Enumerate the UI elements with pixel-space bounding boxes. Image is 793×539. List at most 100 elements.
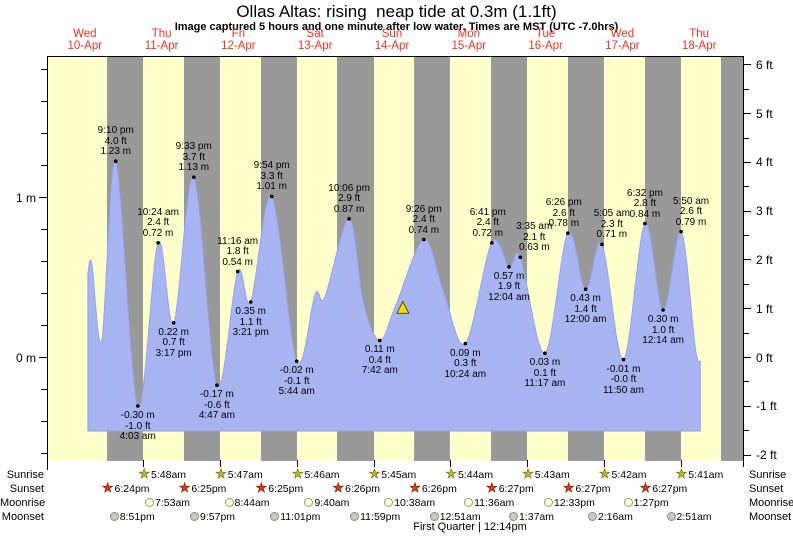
day-of-week: Sat (306, 28, 324, 40)
annotation-line: 1.1 ft (239, 316, 262, 328)
axis-tick (220, 460, 222, 467)
tide-point-dot (463, 341, 468, 346)
sunset-icon: ★ (332, 480, 345, 495)
astro-event-time: 9:57pm (200, 510, 236, 523)
moonset-event: 2:51am (666, 510, 712, 523)
day-label: Sun 14-Apr (375, 28, 410, 52)
moonset-event: 1:37am (508, 510, 554, 523)
annotation-line: 0.4 ft (368, 354, 391, 366)
astro-event-time: 5:45am (381, 468, 417, 481)
moonrise-event: 9:40am (304, 496, 349, 509)
tide-point-dot (378, 338, 382, 343)
annotation-line: 0.11 m (364, 344, 395, 356)
sunrise-event: ★ 5:46am (292, 467, 340, 481)
annotation-line: 0.03 m (529, 357, 561, 369)
annotation-line: -0.0 ft (610, 374, 637, 386)
tide-point-dot (566, 231, 570, 235)
ft-axis-label: 0 ft (756, 350, 773, 365)
day-label: Sat 13-Apr (298, 28, 333, 52)
ft-axis-label: 2 ft (756, 252, 773, 267)
day-date: 10-Apr (67, 40, 103, 52)
tide-point-dot (294, 359, 299, 364)
astro-row-label-left: Moonset (1, 511, 44, 523)
tide-low-annotation: 0.35 m 1.1 ft 3:21 pm (233, 306, 269, 339)
astro-event-time: 5:47am (227, 468, 263, 481)
ft-axis-label: -2 ft (756, 448, 777, 463)
ft-axis-label: 3 ft (756, 204, 773, 219)
annotation-line: 0.79 m (675, 216, 707, 228)
axis-tick (744, 430, 749, 432)
tide-low-annotation: 0.03 m 0.1 ft 11:17 am (524, 358, 565, 390)
annotation-line: -0.1 ft (283, 375, 310, 387)
axis-tick (744, 357, 751, 358)
axis-tick (450, 460, 452, 467)
annotation-line: 0.84 m (629, 208, 661, 220)
moonrise-icon (464, 498, 474, 507)
sunrise-event: ★ 5:41am (675, 466, 724, 481)
astro-event-time: 6:26pm (345, 482, 381, 495)
annotation-line: 0.09 m (449, 347, 481, 359)
sunset-icon: ★ (409, 480, 421, 495)
tide-point-dot (171, 321, 176, 325)
annotation-line: 3.3 ft (260, 170, 283, 182)
astro-event-time: 6:25pm (268, 482, 304, 495)
axis-tick (41, 229, 48, 230)
moonset-event: 11:01pm (270, 510, 320, 523)
annotation-line: 6:26 pm (545, 197, 582, 209)
astro-event-time: 12:51am (439, 510, 481, 523)
astro-event-time: 1:37am (518, 510, 554, 523)
astro-event-time: 1:27pm (633, 496, 669, 509)
tide-point-dot (600, 242, 604, 247)
annotation-line: 10:06 pm (328, 182, 370, 194)
day-of-week: Wed (73, 28, 97, 40)
tide-high-annotation: 5:05 am 2.3 ft 0.71 m (594, 209, 630, 241)
day-date: 16-Apr (528, 40, 563, 52)
sunset-event: ★ 6:27pm (563, 481, 611, 495)
astro-event-time: 6:24pm (114, 482, 150, 495)
axis-tick (41, 421, 48, 422)
moonrise-event: 1:27pm (623, 496, 669, 509)
axis-tick (680, 460, 682, 467)
annotation-line: 1.9 ft (497, 281, 521, 293)
axis-tick (41, 101, 48, 102)
sunset-event: ★ 6:26pm (409, 480, 457, 495)
astro-event-time: 5:41am (688, 468, 724, 481)
annotation-line: -0.01 m (606, 363, 641, 375)
annotation-line: 0.63 m (518, 242, 550, 254)
axis-tick (41, 69, 48, 70)
sunrise-icon: ★ (215, 466, 227, 481)
tide-high-annotation: 6:26 pm 2.6 ft 0.78 m (546, 198, 582, 230)
annotation-line: 2.4 ft (412, 214, 435, 226)
sunrise-event: ★ 5:45am (368, 467, 417, 481)
tide-point-dot (113, 159, 118, 163)
astro-event-time: 6:27pm (498, 482, 534, 495)
astro-event-time: 2:51am (676, 510, 712, 523)
day-label: Thu 18-Apr (682, 28, 717, 52)
annotation-line: 0.54 m (222, 256, 253, 268)
tide-high-annotation: 6:41 pm 2.4 ft 0.72 m (470, 207, 506, 240)
tide-low-annotation: 0.22 m 0.7 ft 3:17 pm (156, 327, 192, 360)
annotation-line: 4.0 ft (104, 135, 127, 147)
axis-tick (744, 113, 751, 115)
annotation-line: 4:47 am (198, 410, 235, 422)
tide-point-dot (679, 229, 683, 234)
sunrise-event: ★ 5:44am (445, 467, 493, 481)
annotation-line: -0.02 m (279, 365, 314, 377)
astro-event-time: 5:42am (611, 468, 647, 481)
annotation-line: 0.72 m (142, 227, 174, 239)
tide-low-annotation: 0.57 m 1.9 ft 12:04 am (488, 271, 530, 304)
annotation-line: 0.87 m (333, 203, 365, 215)
annotation-line: 0.30 m (647, 314, 679, 325)
moonset-icon (270, 512, 280, 521)
annotation-line: 1.23 m (100, 146, 132, 158)
tide-point-dot (235, 269, 240, 274)
astro-event-time: 9:40am (314, 496, 350, 509)
day-of-week: Fri (231, 28, 246, 40)
sunrise-event: ★ 5:48am (138, 467, 187, 481)
tide-high-annotation: 3:35 am 2.1 ft 0.63 m (516, 222, 552, 254)
day-label: Wed 10-Apr (68, 28, 103, 52)
astro-event-time: 5:48am (151, 468, 187, 481)
sunrise-icon: ★ (675, 466, 688, 481)
tide-low-annotation: -0.02 m -0.1 ft 5:44 am (279, 366, 315, 398)
tide-high-annotation: 11:16 am 1.8 ft 0.54 m (217, 236, 258, 269)
